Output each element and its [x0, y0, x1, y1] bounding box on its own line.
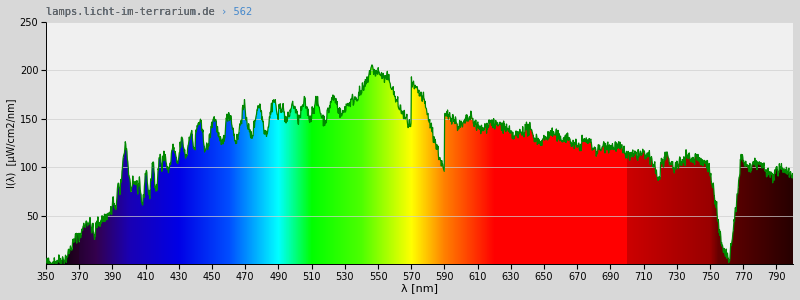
- Y-axis label: I(λ)  [µW/cm2/nm]: I(λ) [µW/cm2/nm]: [7, 98, 17, 188]
- Text: lamps.licht-im-terrarium.de: lamps.licht-im-terrarium.de: [46, 7, 221, 17]
- Text: lamps.licht-im-terrarium.de › 562: lamps.licht-im-terrarium.de › 562: [46, 7, 252, 17]
- Text: lamps.licht-im-terrarium.de: lamps.licht-im-terrarium.de: [46, 7, 221, 17]
- X-axis label: λ [nm]: λ [nm]: [401, 283, 438, 293]
